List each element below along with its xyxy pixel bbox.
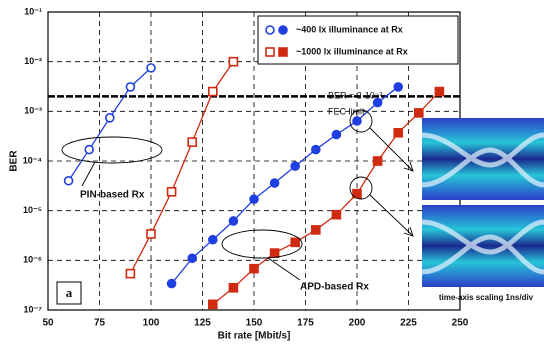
marker bbox=[168, 188, 176, 196]
marker bbox=[332, 211, 340, 219]
marker bbox=[65, 177, 73, 185]
marker bbox=[85, 146, 93, 154]
marker bbox=[229, 284, 237, 292]
marker bbox=[209, 236, 217, 244]
eye-caption: time-axis scaling 1ns/div bbox=[439, 293, 534, 302]
x-tick-label: 150 bbox=[246, 318, 263, 329]
marker bbox=[188, 254, 196, 262]
annotation: APD-based Rx bbox=[300, 282, 369, 293]
marker bbox=[168, 280, 176, 288]
eye-diagram bbox=[422, 118, 544, 200]
marker bbox=[394, 83, 402, 91]
marker bbox=[353, 117, 361, 125]
x-tick-label: 200 bbox=[349, 318, 366, 329]
legend-label: ~1000 lx illuminance at Rx bbox=[296, 46, 408, 56]
legend-marker bbox=[266, 48, 274, 56]
leader bbox=[82, 162, 95, 186]
marker bbox=[291, 162, 299, 170]
marker bbox=[126, 270, 134, 278]
panel-label: a bbox=[66, 285, 73, 300]
legend: ~400 lx illuminance at Rx ~1000 lx illumi… bbox=[258, 16, 458, 64]
marker bbox=[374, 157, 382, 165]
legend-marker bbox=[279, 48, 287, 56]
y-tick-label: 10⁻⁷ bbox=[24, 304, 43, 314]
marker bbox=[435, 88, 443, 96]
x-tick-label: 250 bbox=[452, 318, 469, 329]
series-line bbox=[213, 92, 440, 305]
annotation: FEC limit bbox=[328, 106, 365, 116]
marker bbox=[250, 265, 258, 273]
marker bbox=[415, 109, 423, 117]
marker bbox=[312, 226, 320, 234]
eye-diagram bbox=[422, 205, 544, 287]
marker bbox=[126, 83, 134, 91]
legend-marker bbox=[266, 26, 274, 34]
x-tick-label: 175 bbox=[297, 318, 314, 329]
x-tick-label: 100 bbox=[143, 318, 160, 329]
series-line bbox=[172, 87, 399, 284]
marker bbox=[271, 179, 279, 187]
marker bbox=[209, 88, 217, 96]
series-line bbox=[130, 62, 233, 274]
annotation: PIN-based Rx bbox=[80, 190, 145, 201]
legend-label: ~400 lx illuminance at Rx bbox=[296, 24, 403, 34]
marker bbox=[106, 114, 114, 122]
x-axis-label: Bit rate [Mbit/s] bbox=[218, 331, 291, 342]
legend-box bbox=[258, 16, 458, 64]
marker bbox=[291, 238, 299, 246]
chart: time-axis scaling 1ns/div a PIN-based Rx… bbox=[0, 0, 544, 345]
pin-ellipse bbox=[62, 137, 162, 163]
eye-diagrams: time-axis scaling 1ns/div bbox=[422, 118, 544, 302]
marker bbox=[229, 217, 237, 225]
legend-marker bbox=[279, 26, 287, 34]
y-axis-label: BER bbox=[9, 150, 20, 172]
x-tick-label: 125 bbox=[194, 318, 211, 329]
marker bbox=[188, 138, 196, 146]
x-tick-label: 75 bbox=[94, 318, 106, 329]
annotation: BER = 2·10⁻³ bbox=[328, 90, 383, 100]
y-tick-label: 10⁻⁶ bbox=[23, 255, 42, 265]
y-tick-label: 10⁻³ bbox=[24, 106, 42, 116]
marker bbox=[394, 129, 402, 137]
marker bbox=[147, 64, 155, 72]
marker bbox=[271, 249, 279, 257]
series-line bbox=[69, 68, 151, 181]
x-tick-label: 225 bbox=[400, 318, 417, 329]
x-tick-label: 50 bbox=[42, 318, 54, 329]
marker bbox=[332, 131, 340, 139]
marker bbox=[147, 230, 155, 238]
arrow bbox=[370, 195, 412, 235]
apd-ellipse bbox=[222, 230, 302, 258]
y-tick-label: 10⁻² bbox=[24, 56, 42, 66]
marker bbox=[209, 300, 217, 308]
y-tick-label: 10⁻¹ bbox=[24, 6, 42, 16]
y-tick-label: 10⁻⁴ bbox=[23, 155, 42, 165]
marker bbox=[229, 58, 237, 66]
y-tick-label: 10⁻⁵ bbox=[23, 205, 42, 215]
leader bbox=[268, 258, 300, 280]
marker bbox=[250, 195, 258, 203]
marker bbox=[312, 146, 320, 154]
